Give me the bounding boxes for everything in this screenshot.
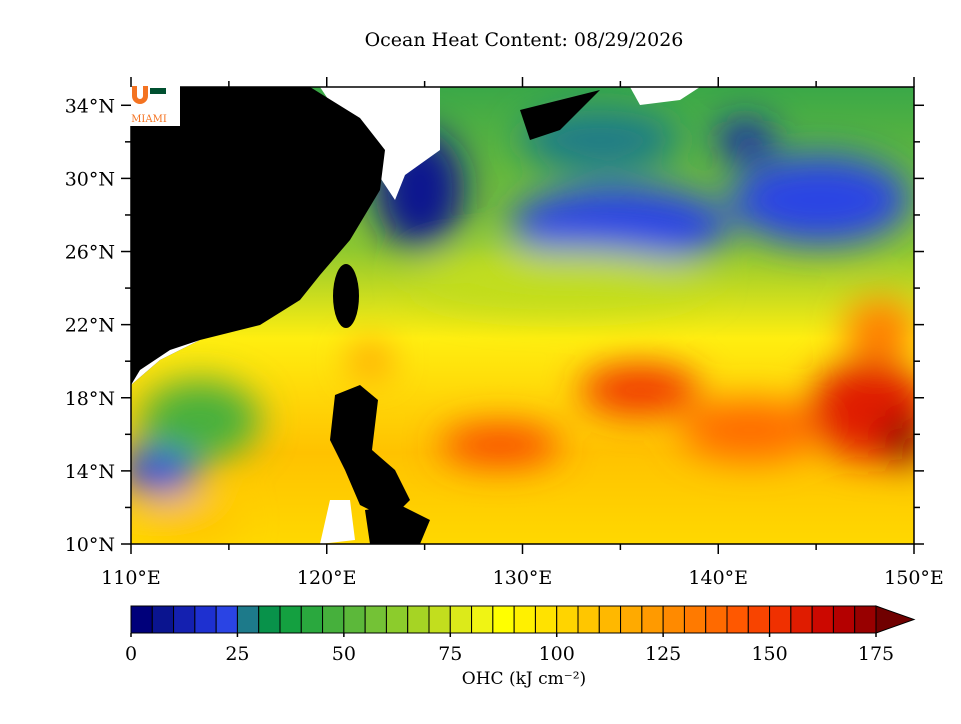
y-tick-label: 22°N: [65, 315, 115, 337]
colorbar-swatch: [300, 605, 324, 634]
colorbar-tick-label: 125: [645, 643, 681, 665]
logo-text: MIAMI: [131, 114, 167, 125]
colorbar-tick-label: 25: [225, 643, 249, 665]
x-tick-label: 130°E: [493, 567, 553, 589]
colorbar-swatch: [726, 605, 749, 634]
colorbar-swatch: [769, 605, 792, 634]
colorbar-swatch: [449, 605, 473, 634]
colorbar-swatch: [683, 605, 707, 634]
colorbar-swatch: [811, 605, 834, 634]
colorbar-swatch: [854, 605, 877, 634]
colorbar-swatch: [215, 605, 238, 634]
colorbar-swatch: [173, 605, 196, 634]
colorbar-tick-label: 75: [438, 643, 462, 665]
colorbar-swatch: [343, 605, 366, 634]
x-tick-label: 120°E: [297, 567, 357, 589]
colorbar-swatch: [236, 605, 260, 634]
colorbar-swatch: [641, 605, 664, 634]
colorbar-swatch: [385, 605, 409, 634]
y-tick-label: 18°N: [65, 388, 115, 410]
colorbar-swatch: [747, 605, 771, 634]
x-tick-label: 110°E: [101, 567, 161, 589]
colorbar-swatch: [194, 605, 217, 634]
colorbar-swatch: [534, 605, 558, 634]
colorbar-swatch: [556, 605, 579, 634]
colorbar-swatch: [322, 605, 345, 634]
colorbar-swatch: [428, 605, 451, 634]
colorbar-swatch: [598, 605, 622, 634]
colorbar-swatch: [279, 605, 302, 634]
colorbar-swatch: [662, 605, 685, 634]
colorbar-tick-label: 150: [751, 643, 787, 665]
colorbar-swatch: [130, 605, 153, 634]
x-tick-label: 150°E: [884, 567, 944, 589]
colorbar-tick-label: 0: [125, 643, 137, 665]
y-tick-label: 14°N: [65, 461, 115, 483]
colorbar-arrow: [875, 605, 916, 634]
y-tick-label: 34°N: [65, 95, 115, 117]
colorbar-swatch: [258, 605, 281, 634]
colorbar-swatch: [790, 605, 813, 634]
colorbar-swatch: [407, 605, 430, 634]
colorbar-swatch: [705, 605, 728, 634]
colorbar-swatch: [151, 605, 175, 634]
y-tick-label: 10°N: [65, 534, 115, 556]
x-tick-label: 140°E: [688, 567, 748, 589]
y-tick-label: 30°N: [65, 168, 115, 190]
colorbar-swatch: [471, 605, 494, 634]
colorbar-swatch: [577, 605, 600, 634]
colorbar-swatch: [364, 605, 387, 634]
colorbar-swatch: [620, 605, 643, 634]
ohc-field: [131, 87, 914, 544]
colorbar-label: OHC (kJ cm⁻²): [462, 669, 586, 689]
colorbar-tick-label: 175: [858, 643, 894, 665]
colorbar-swatch: [513, 605, 536, 634]
y-tick-label: 26°N: [65, 242, 115, 264]
colorbar-swatch: [492, 605, 515, 634]
logo: MIAMI: [126, 80, 180, 126]
title: Ocean Heat Content: 08/29/2026: [365, 29, 684, 51]
colorbar-tick-label: 50: [332, 643, 356, 665]
colorbar-swatch: [832, 605, 856, 634]
colorbar-tick-label: 100: [539, 643, 575, 665]
